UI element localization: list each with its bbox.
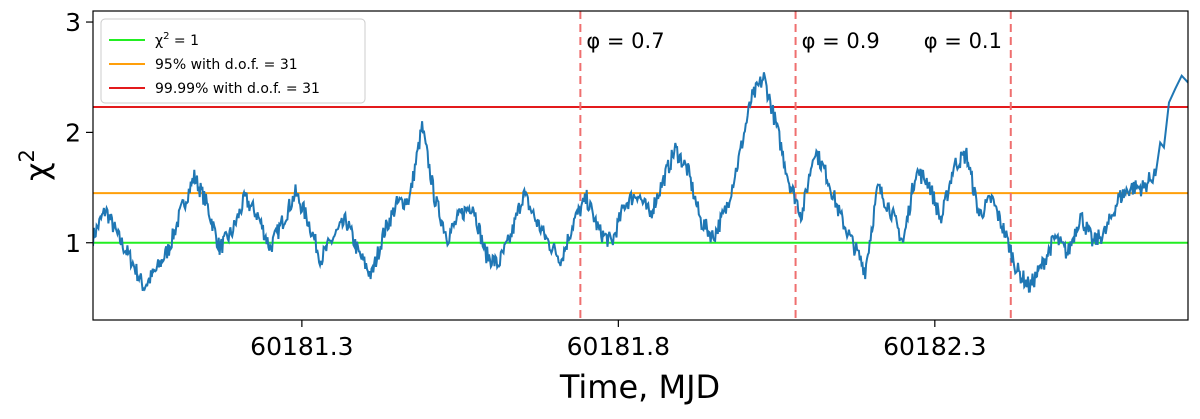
plot-area	[93, 11, 1188, 320]
y-axis: 1 2 3	[65, 8, 93, 258]
legend-label-chi-square-1: χ2 = 1	[155, 31, 199, 49]
x-tick-label-2: 60182.3	[883, 332, 986, 361]
phase-annotation-1: φ = 0.9	[802, 29, 880, 53]
chi-square-series-line	[93, 72, 1188, 293]
y-axis-label: χ2	[15, 149, 56, 181]
legend-box	[100, 18, 366, 104]
y-tick-label-2: 3	[65, 8, 81, 37]
phase-markers	[579, 11, 1012, 320]
phase-annotations: φ = 0.7 φ = 0.9 φ = 0.1	[586, 29, 1002, 53]
y-tick-label-0: 1	[65, 229, 81, 258]
legend-label-95: 95% with d.o.f. = 31	[155, 57, 298, 73]
x-axis-label: Time, MJD	[559, 368, 720, 406]
x-tick-label-0: 60181.3	[250, 332, 353, 361]
reference-lines	[93, 106, 1188, 244]
phase-annotation-2: φ = 0.1	[924, 29, 1002, 53]
x-axis: 60181.3 60181.8 60182.3	[250, 320, 987, 361]
x-tick-label-1: 60181.8	[567, 332, 670, 361]
legend: χ2 = 1 95% with d.o.f. = 31 99.99% with …	[100, 18, 366, 104]
y-tick-label-1: 2	[65, 118, 81, 147]
phase-annotation-0: φ = 0.7	[586, 29, 664, 53]
legend-label-9999: 99.99% with d.o.f. = 31	[155, 81, 320, 97]
plot-frame	[92, 10, 1189, 321]
